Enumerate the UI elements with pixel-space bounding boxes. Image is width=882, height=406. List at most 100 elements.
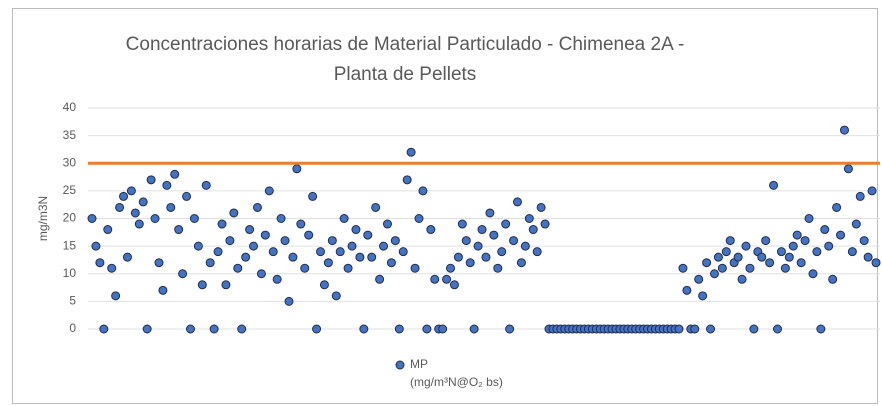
data-point <box>820 225 830 235</box>
y-axis-label: mg/m3N <box>36 196 50 241</box>
data-point <box>394 324 404 334</box>
data-point <box>158 285 168 295</box>
data-point <box>319 280 329 290</box>
data-point <box>422 324 432 334</box>
y-tick-label: 25 <box>63 183 77 197</box>
data-point <box>843 164 853 174</box>
data-point <box>528 225 538 235</box>
data-point <box>769 180 779 190</box>
data-point <box>111 291 121 301</box>
data-point <box>713 252 723 262</box>
data-point <box>182 191 192 201</box>
data-point <box>796 258 806 268</box>
data-point <box>520 241 530 251</box>
data-point <box>146 175 156 185</box>
data-point <box>839 125 849 135</box>
data-point <box>185 324 195 334</box>
data-point <box>776 247 786 257</box>
data-point <box>363 230 373 240</box>
data-point <box>469 324 479 334</box>
data-point <box>442 274 452 284</box>
data-point <box>446 263 456 273</box>
data-point <box>674 324 684 334</box>
data-point <box>138 197 148 207</box>
data-point <box>824 241 834 251</box>
data-point <box>335 247 345 257</box>
data-point <box>867 186 877 196</box>
data-point <box>268 247 278 257</box>
data-point <box>154 258 164 268</box>
data-point <box>505 324 515 334</box>
data-point <box>682 285 692 295</box>
data-point <box>249 241 259 251</box>
data-point <box>280 236 290 246</box>
data-point <box>193 241 203 251</box>
chart-frame <box>12 8 878 404</box>
data-point <box>300 263 310 273</box>
data-point <box>461 236 471 246</box>
data-point <box>717 263 727 273</box>
data-point <box>150 214 160 223</box>
legend-label: MP <box>410 357 428 371</box>
data-point <box>252 202 262 212</box>
data-point <box>292 164 302 174</box>
data-point <box>126 186 136 196</box>
data-point <box>702 258 712 268</box>
data-point <box>709 269 719 279</box>
data-point <box>453 252 463 262</box>
data-point <box>540 219 550 229</box>
data-point <box>367 252 377 262</box>
data-point <box>351 225 361 235</box>
data-point <box>355 252 365 262</box>
data-point <box>438 324 448 334</box>
data-point <box>847 247 857 257</box>
data-point <box>316 247 326 257</box>
data-point <box>410 263 420 273</box>
data-point <box>296 219 306 229</box>
data-point <box>430 274 440 284</box>
data-point <box>761 236 771 246</box>
data-point <box>134 219 144 229</box>
data-point <box>516 258 526 268</box>
data-point <box>339 214 349 223</box>
data-point <box>390 236 400 246</box>
data-point <box>477 225 487 235</box>
data-point <box>473 241 483 251</box>
data-point <box>836 230 846 240</box>
data-point <box>792 230 802 240</box>
data-point <box>323 258 333 268</box>
data-point <box>406 147 416 157</box>
data-point <box>375 274 385 284</box>
data-point <box>217 219 227 229</box>
legend-unit: (mg/m³N@O₂ bs) <box>410 375 503 389</box>
data-point <box>229 208 239 218</box>
y-tick-label: 40 <box>63 100 77 114</box>
data-point <box>489 230 499 240</box>
data-point <box>245 225 255 235</box>
data-point <box>201 180 211 190</box>
data-point <box>221 280 231 290</box>
data-point <box>784 252 794 262</box>
data-point <box>331 291 341 301</box>
data-point <box>304 230 314 240</box>
data-point <box>142 324 152 334</box>
data-point <box>690 324 700 334</box>
data-point <box>721 247 731 257</box>
data-point <box>402 175 412 185</box>
data-point <box>237 324 247 334</box>
data-point <box>233 263 243 273</box>
data-point <box>371 202 381 212</box>
data-point <box>197 280 207 290</box>
data-point <box>103 225 113 235</box>
data-point <box>800 236 810 246</box>
data-point <box>209 324 219 334</box>
data-point <box>851 219 861 229</box>
data-point <box>816 324 826 334</box>
data-point <box>87 214 97 223</box>
data-point <box>737 274 747 284</box>
data-point <box>205 258 215 268</box>
data-point <box>481 252 491 262</box>
data-point <box>386 258 396 268</box>
data-point <box>780 263 790 273</box>
